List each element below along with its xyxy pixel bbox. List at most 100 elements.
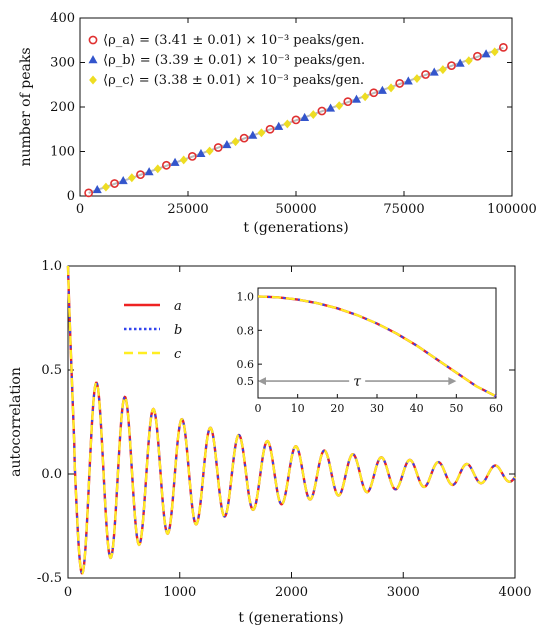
inset-x-tick-label: 10 bbox=[291, 402, 305, 415]
top-point-triangle bbox=[196, 148, 206, 158]
tau-arrow-right-head bbox=[448, 377, 457, 386]
top-ticks: 0 25000 50000 75000 100000 0 100 200 300 400 bbox=[50, 11, 537, 217]
inset-y-tick-label: 0.5 bbox=[237, 375, 255, 388]
inset-y-tick-label: 0.6 bbox=[237, 358, 255, 371]
top-point-circle bbox=[291, 115, 301, 125]
bottom-x-axis-label: t (generations) bbox=[238, 610, 343, 626]
bottom-ticks: 0 1000 2000 3000 4000 -0.5 0.0 0.5 1.0 bbox=[37, 259, 532, 600]
top-x-tick-label: 25000 bbox=[167, 202, 208, 217]
bottom-y-tick-label: 0.5 bbox=[41, 363, 62, 378]
bottom-y-tick-label: 0.0 bbox=[41, 467, 62, 482]
top-point-circle bbox=[265, 124, 275, 134]
top-x-tick-label: 100000 bbox=[487, 202, 537, 217]
top-point-diamond bbox=[464, 56, 473, 66]
bottom-line-c bbox=[66, 265, 516, 575]
top-y-axis-label: number of peaks bbox=[18, 47, 34, 166]
inset-x-tick-label: 0 bbox=[255, 402, 262, 415]
legend-label-2: ⟨ρ_c⟩ = (3.38 ± 0.01) × 10⁻³ peaks/gen. bbox=[103, 73, 364, 88]
top-point-diamond bbox=[309, 110, 318, 120]
bottom-y-tick-label: -0.5 bbox=[37, 571, 62, 586]
tau-label: τ bbox=[353, 374, 361, 390]
top-point-diamond bbox=[438, 65, 447, 75]
top-point-triangle bbox=[118, 176, 128, 185]
top-point-triangle bbox=[248, 130, 258, 139]
top-point-diamond bbox=[231, 137, 240, 147]
bottom-y-axis-label: autocorrelation bbox=[8, 367, 24, 477]
top-point-circle bbox=[447, 61, 456, 71]
top-point-circle bbox=[187, 151, 197, 161]
top-x-tick-label: 75000 bbox=[383, 202, 424, 217]
legend-label-c: c bbox=[174, 347, 182, 362]
top-point-diamond bbox=[361, 92, 370, 102]
top-point-triangle bbox=[144, 167, 154, 176]
top-y-tick-label: 300 bbox=[50, 56, 75, 71]
top-point-diamond bbox=[179, 155, 188, 165]
inset-lines bbox=[257, 295, 497, 398]
top-point-triangle bbox=[170, 157, 180, 166]
top-point-triangle bbox=[429, 67, 439, 76]
top-point-diamond bbox=[205, 146, 214, 156]
top-y-tick-label: 0 bbox=[67, 189, 75, 204]
top-point-triangle bbox=[300, 112, 310, 121]
legend-label-0: ⟨ρ_a⟩ = (3.41 ± 0.01) × 10⁻³ peaks/gen. bbox=[103, 33, 365, 48]
top-x-tick-label: 50000 bbox=[275, 202, 316, 217]
inset-line-c bbox=[257, 295, 497, 398]
top-point-diamond bbox=[413, 74, 421, 83]
bottom-x-tick-label: 1000 bbox=[163, 585, 196, 600]
bottom-x-tick-label: 4000 bbox=[498, 585, 531, 600]
inset-x-tick-label: 60 bbox=[489, 402, 503, 415]
top-point-triangle bbox=[274, 121, 284, 130]
top-point-triangle bbox=[92, 184, 102, 194]
tau-label-bg bbox=[349, 372, 366, 389]
bottom-x-tick-label: 0 bbox=[64, 585, 72, 600]
top-point-diamond bbox=[283, 119, 292, 129]
inset-ticks: 0 10 20 30 40 50 60 0.5 0.6 0.8 1.0 bbox=[237, 290, 504, 415]
top-point-circle bbox=[317, 106, 327, 116]
bottom-y-tick-label: 1.0 bbox=[41, 259, 62, 274]
bottom-panel: 0 1000 2000 3000 4000 -0.5 0.0 0.5 1.0 abc t (ge… bbox=[8, 259, 532, 626]
bottom-x-tick-label: 3000 bbox=[387, 585, 420, 600]
bottom-lines bbox=[66, 265, 517, 575]
top-point-circle bbox=[84, 188, 94, 198]
top-point-triangle bbox=[222, 140, 232, 149]
inset-x-tick-label: 40 bbox=[410, 402, 424, 415]
top-point-circle bbox=[395, 79, 405, 88]
top-point-triangle bbox=[351, 94, 361, 103]
top-point-triangle bbox=[455, 58, 465, 67]
top-point-circle bbox=[498, 42, 508, 52]
bottom-legend: abc bbox=[124, 299, 182, 362]
top-point-circle bbox=[343, 97, 353, 107]
top-x-axis-label: t (generations) bbox=[243, 220, 348, 236]
bottom-x-tick-label: 2000 bbox=[275, 585, 308, 600]
legend-label-b: b bbox=[174, 323, 182, 338]
top-y-tick-label: 400 bbox=[50, 11, 75, 26]
top-point-triangle bbox=[377, 85, 387, 94]
top-point-diamond bbox=[257, 128, 266, 138]
inset-chart: 0 10 20 30 40 50 60 0.5 0.6 0.8 1.0 τ bbox=[237, 287, 504, 415]
top-point-circle bbox=[421, 70, 430, 79]
top-y-tick-label: 200 bbox=[50, 100, 75, 115]
inset-y-tick-label: 0.8 bbox=[237, 324, 255, 337]
inset-x-tick-label: 30 bbox=[370, 402, 384, 415]
top-point-triangle bbox=[326, 103, 336, 112]
tau-arrow-left-head bbox=[258, 377, 266, 386]
inset-y-tick-label: 1.0 bbox=[237, 290, 255, 303]
legend-label-a: a bbox=[174, 299, 182, 314]
top-point-diamond bbox=[335, 101, 344, 111]
top-point-circle bbox=[369, 88, 379, 98]
top-point-circle bbox=[161, 160, 171, 170]
top-point-diamond bbox=[387, 83, 395, 93]
inset-tau-annotation: τ bbox=[258, 372, 457, 390]
top-point-diamond bbox=[153, 164, 162, 174]
top-point-triangle bbox=[481, 49, 491, 58]
top-x-tick-label: 0 bbox=[76, 202, 84, 217]
top-point-circle bbox=[473, 51, 482, 61]
legend-marker-circle bbox=[88, 35, 98, 45]
top-y-tick-label: 100 bbox=[50, 145, 75, 160]
legend-label-1: ⟨ρ_b⟩ = (3.39 ± 0.01) × 10⁻³ peaks/gen. bbox=[103, 53, 365, 68]
inset-x-tick-label: 50 bbox=[449, 402, 463, 415]
top-point-diamond bbox=[102, 182, 110, 192]
top-legend: ⟨ρ_a⟩ = (3.41 ± 0.01) × 10⁻³ peaks/gen. ⟨… bbox=[88, 33, 365, 88]
top-point-circle bbox=[239, 133, 249, 143]
